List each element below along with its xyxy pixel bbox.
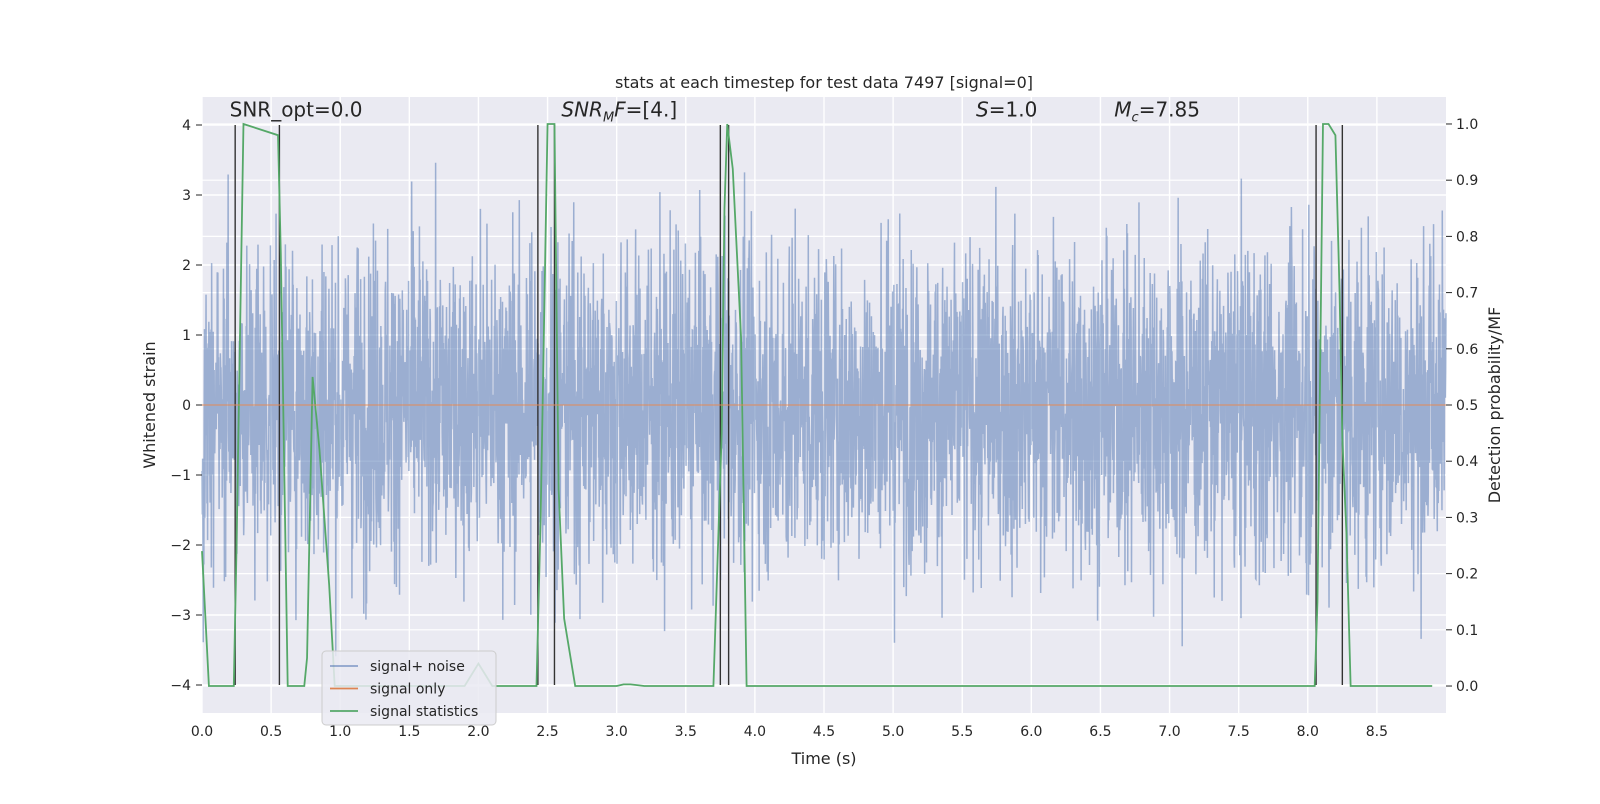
legend-label-signal-only: signal only: [370, 682, 445, 698]
y-tick-label-6: 2: [182, 258, 191, 274]
y-tick-label-4: 0: [182, 398, 191, 414]
x-tick-label-1: 0.5: [260, 724, 282, 740]
y-tick-label-3: −1: [170, 468, 191, 484]
x-tick-label-13: 6.5: [1089, 724, 1111, 740]
y-right-tick-label-4: 0.4: [1456, 454, 1478, 470]
annotation-mc-value: =7.85: [1139, 98, 1200, 122]
y-tick-label-7: 3: [182, 188, 191, 204]
y-right-tick-label-5: 0.5: [1456, 398, 1478, 414]
annotation-snr-opt: SNR_opt=0.0: [230, 98, 363, 122]
signal-noise-line: [201, 162, 1447, 657]
x-tick-label-16: 8.0: [1297, 724, 1319, 740]
y-axis-right-label: Detection probability/MF: [1485, 307, 1504, 504]
y-axis-label: Whitened strain: [140, 341, 159, 468]
y-tick-label-5: 1: [182, 328, 191, 344]
x-tick-label-14: 7.0: [1158, 724, 1180, 740]
annotation-mc-label: M: [1114, 98, 1131, 122]
signal-statistics-series: [201, 122, 1433, 687]
y-right-tick-label-2: 0.2: [1456, 567, 1478, 583]
x-tick-label-3: 1.5: [398, 724, 420, 740]
annotation-snr-mf-rest: =[4.]: [626, 98, 677, 122]
annotation-s: S=1.0: [976, 98, 1037, 122]
annotation-snr-mf-sub: M: [603, 111, 614, 126]
signal-noise-series: [201, 162, 1447, 657]
legend-label-signal-noise: signal+ noise: [370, 659, 465, 675]
annotation-s-value: =1.0: [989, 98, 1038, 122]
y-right-tick-label-0: 0.0: [1456, 679, 1478, 695]
signal-statistics-line: [201, 122, 1433, 687]
x-tick-label-7: 3.5: [675, 724, 697, 740]
annotation-snr-mf-main: SNR: [561, 98, 603, 122]
annotation-mc: Mc=7.85: [1114, 98, 1200, 126]
y-tick-label-8: 4: [182, 118, 191, 134]
x-axis-label: Time (s): [790, 749, 856, 768]
legend-box: [321, 650, 497, 726]
legend: signal+ noise signal only signal statist…: [321, 650, 497, 726]
annotation-snr-mf-rest-f: F: [614, 98, 626, 122]
y-right-tick-label-10: 1.0: [1456, 117, 1478, 133]
y-right-tick-label-6: 0.6: [1456, 342, 1478, 358]
y-tick-label-1: −3: [170, 608, 191, 624]
tick-labels: 0.0 0.5 1.0 1.5 2.0 2.5 3.0 3.5 4.0 4.5 5.0 5.5 6.0 6…: [170, 117, 1478, 740]
x-tick-label-12: 6.0: [1020, 724, 1042, 740]
x-tick-label-11: 5.5: [951, 724, 973, 740]
y-right-tick-label-7: 0.7: [1456, 286, 1478, 302]
y-right-tick-label-8: 0.8: [1456, 229, 1478, 245]
x-tick-label-6: 3.0: [606, 724, 628, 740]
x-tick-label-8: 4.0: [744, 724, 766, 740]
annotation-snr-mf: SNRMF=[4.]: [561, 98, 677, 126]
x-tick-label-9: 4.5: [813, 724, 835, 740]
annotation-s-label: S: [976, 98, 989, 122]
x-tick-label-2: 1.0: [329, 724, 351, 740]
x-tick-label-0: 0.0: [191, 724, 213, 740]
y-tick-label-0: −4: [170, 678, 191, 694]
chart-title: stats at each timestep for test data 749…: [615, 73, 1033, 92]
x-tick-label-17: 8.5: [1366, 724, 1388, 740]
legend-label-signal-statistics: signal statistics: [370, 704, 478, 720]
x-tick-label-4: 2.0: [467, 724, 489, 740]
x-tick-label-10: 5.0: [882, 724, 904, 740]
y-right-tick-label-1: 0.1: [1456, 623, 1478, 639]
x-tick-label-15: 7.5: [1228, 724, 1250, 740]
x-tick-label-5: 2.5: [536, 724, 558, 740]
y-right-tick-label-9: 0.9: [1456, 173, 1478, 189]
y-right-tick-label-3: 0.3: [1456, 510, 1478, 526]
y-tick-label-2: −2: [170, 538, 191, 554]
annotation-mc-sub: c: [1132, 111, 1139, 126]
